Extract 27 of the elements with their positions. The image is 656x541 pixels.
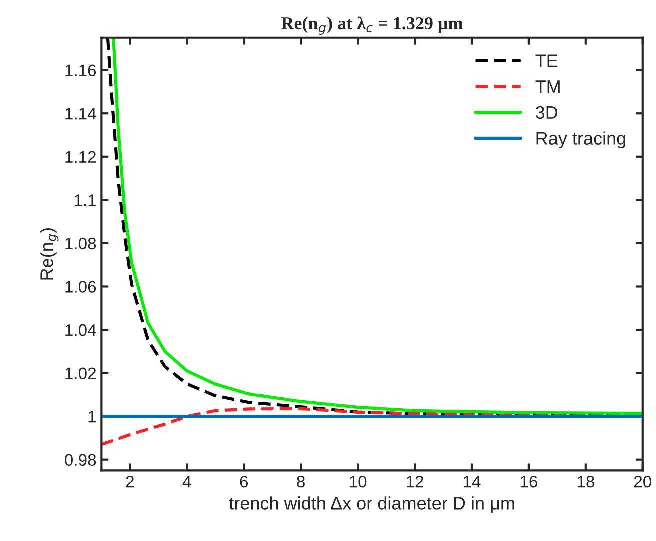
x-tick-label: 20	[634, 476, 652, 488]
y-tick-label: 1.1	[74, 194, 96, 206]
x-tick-label: 10	[350, 476, 367, 488]
x-tick-label: 12	[407, 476, 424, 488]
legend-label: TM	[536, 80, 560, 94]
x-tick-label: 8	[297, 476, 305, 488]
y-tick-label: 1.16	[66, 64, 96, 77]
legend-label: Ray tracing	[536, 132, 626, 149]
x-tick-label: 4	[182, 476, 192, 488]
y-tick-label: 1.08	[66, 238, 96, 250]
y-tick-label: 1.12	[66, 151, 96, 163]
y-tick-label: 0.98	[65, 454, 96, 466]
x-tick-label: 16	[520, 476, 538, 488]
x-tick-label: 6	[240, 476, 248, 488]
y-tick-label: 1	[88, 411, 96, 423]
y-tick-label: 1.04	[66, 324, 96, 336]
x-tick-label: 2	[126, 476, 134, 488]
x-axis-title: trench width Δx or diameter D in μm	[229, 496, 514, 514]
y-tick-label: 1.02	[66, 368, 96, 380]
legend-label: 3D	[536, 106, 558, 120]
x-tick-label: 18	[578, 476, 594, 488]
y-tick-label: 1.14	[66, 108, 96, 120]
y-tick-label: 1.06	[66, 281, 96, 293]
legend-label: TE	[536, 54, 558, 68]
x-tick-label: 14	[464, 476, 481, 488]
chart-title: Re(n$_{g}$) at λ$_{c}$ = 1.329 μm	[281, 16, 463, 36]
y-axis-title: Re(n$_{g}$)	[40, 228, 59, 280]
